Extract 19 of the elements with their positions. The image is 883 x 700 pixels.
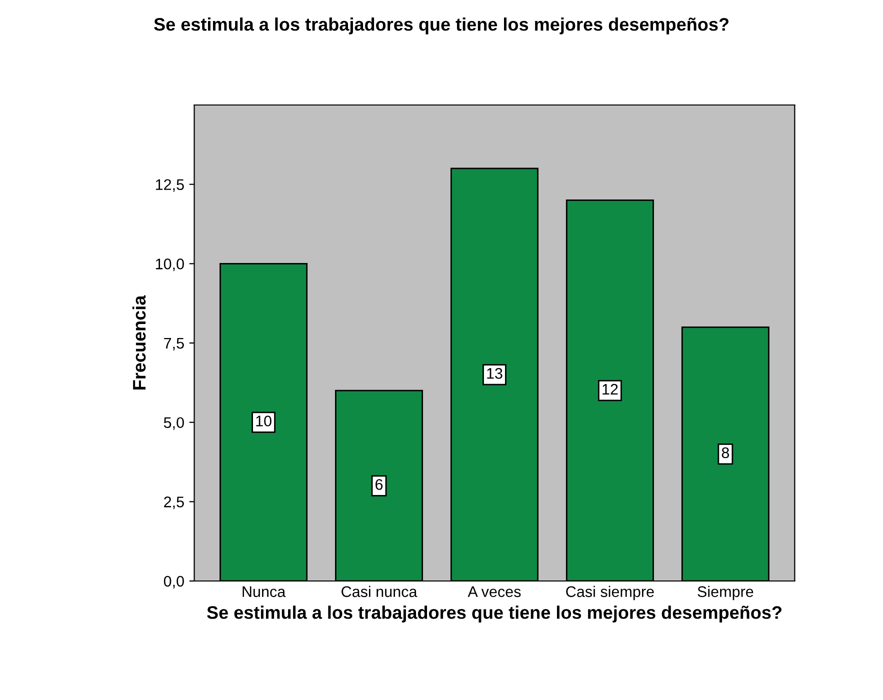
y-tick-label: 7,5	[164, 338, 184, 350]
y-tick-label: 5,0	[164, 417, 184, 430]
x-tick-label: Casi siempre	[566, 586, 654, 600]
data-label: 6	[376, 479, 383, 490]
x-tick-label: Nunca	[242, 586, 286, 598]
data-label: 10	[256, 416, 272, 426]
chart-title: Se estimula a los trabajadores que tiene los mejores desempeños?	[154, 18, 728, 34]
x-tick-label: Siempre	[698, 586, 754, 600]
y-tick-label: 10,0	[156, 258, 184, 272]
x-axis-title: Se estimula a los trabajadores que tiene los mejores desempeños?	[207, 606, 782, 622]
x-tick-label: A veces	[468, 586, 521, 598]
data-label: 13	[487, 368, 502, 379]
y-axis-title: Frecuencia	[132, 295, 146, 390]
y-tick-label: 12,5	[156, 179, 184, 192]
y-tick-label: 0,0	[164, 576, 184, 588]
y-tick-label: 2,5	[164, 496, 184, 510]
data-label: 12	[602, 384, 618, 395]
x-tick-label: Casi nunca	[342, 586, 418, 598]
data-label: 8	[722, 447, 730, 458]
